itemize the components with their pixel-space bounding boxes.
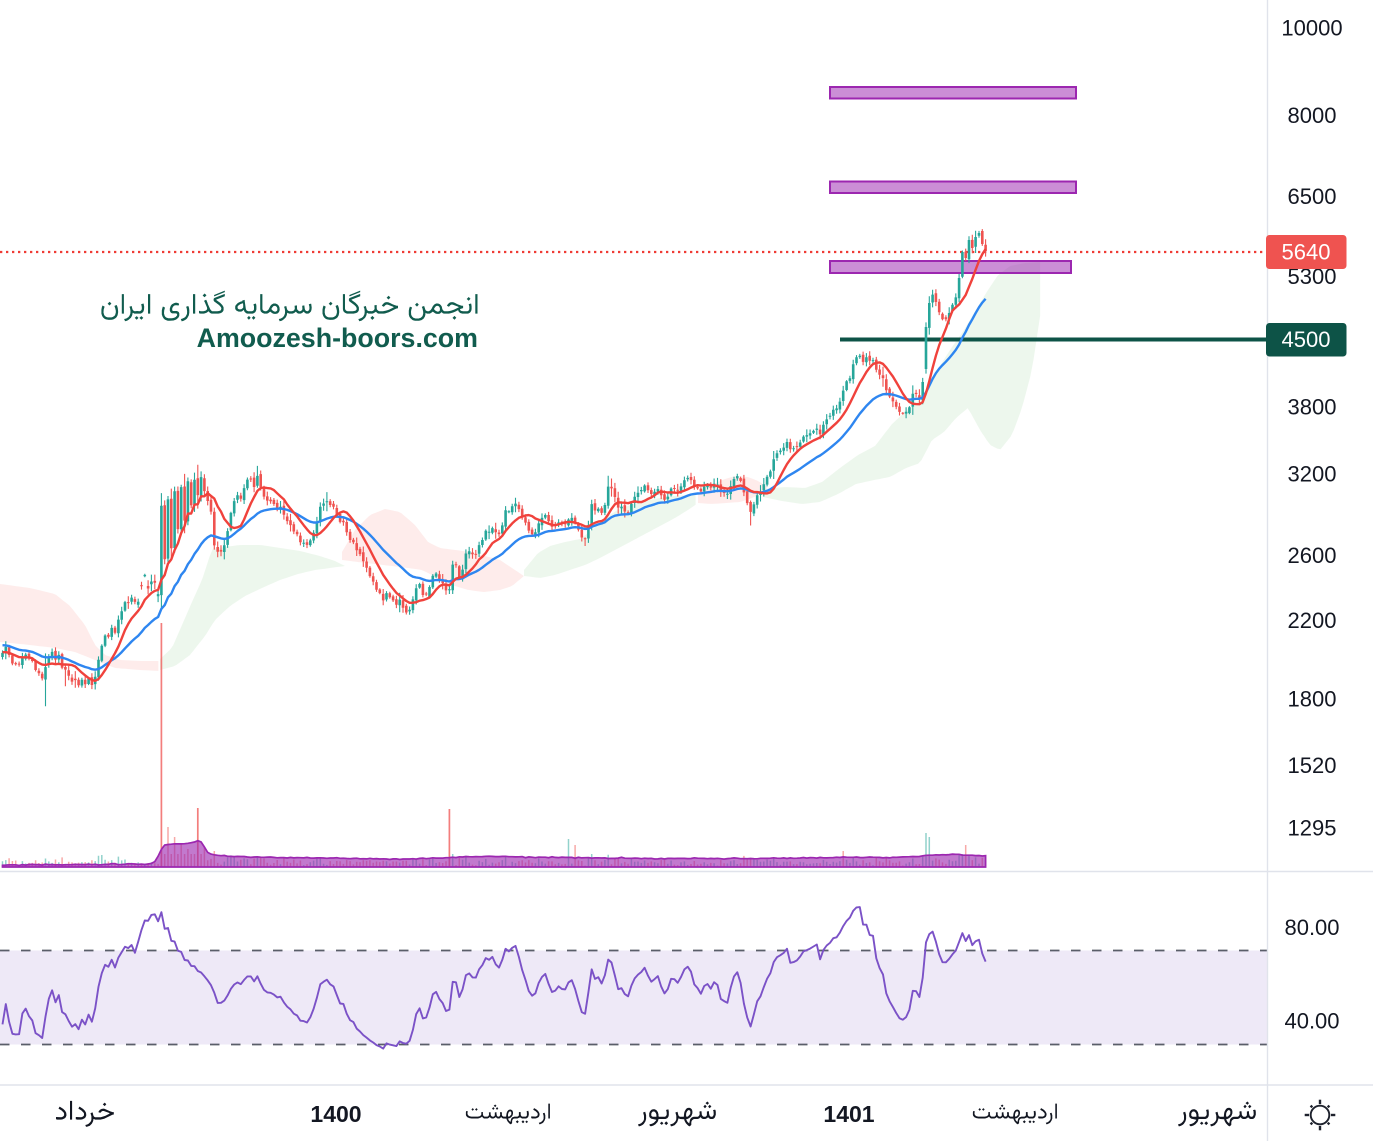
svg-text:2200: 2200 [1288,608,1337,633]
svg-text:4500: 4500 [1282,327,1331,352]
svg-text:5640: 5640 [1282,240,1331,265]
svg-text:8000: 8000 [1288,103,1337,128]
svg-text:6500: 6500 [1288,184,1337,209]
svg-text:2600: 2600 [1288,543,1337,568]
svg-text:3200: 3200 [1288,462,1337,487]
svg-text:Amoozesh-boors.com: Amoozesh-boors.com [197,323,478,353]
svg-text:10000: 10000 [1281,16,1342,41]
svg-text:3800: 3800 [1288,394,1337,419]
svg-text:1400: 1400 [310,1101,361,1127]
svg-text:1800: 1800 [1288,687,1337,712]
svg-text:1520: 1520 [1288,753,1337,778]
svg-text:1401: 1401 [823,1101,874,1127]
svg-text:1295: 1295 [1288,816,1337,841]
svg-text:40.00: 40.00 [1284,1009,1339,1034]
svg-text:80.00: 80.00 [1284,915,1339,940]
